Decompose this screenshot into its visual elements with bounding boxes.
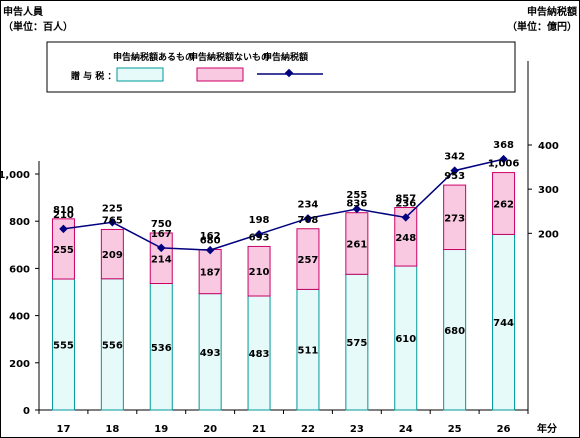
y-left-tick-label: 200 <box>9 359 30 370</box>
legend-swatch-without-tax <box>196 67 244 82</box>
label-with-tax: 610 <box>395 334 416 345</box>
label-total: 953 <box>444 171 465 182</box>
label-total: 750 <box>151 219 172 230</box>
x-tick-label: 22 <box>301 424 315 435</box>
tax-amount-marker <box>450 166 459 175</box>
label-tax-amount: 167 <box>151 229 172 240</box>
x-tick-label: 23 <box>350 424 364 435</box>
label-tax-amount: 198 <box>249 215 270 226</box>
x-tick-label: 17 <box>56 424 70 435</box>
x-tick-label: 19 <box>154 424 168 435</box>
label-with-tax: 680 <box>444 326 465 337</box>
x-tick-label: 18 <box>105 424 119 435</box>
label-total: 857 <box>395 194 416 205</box>
bar-without-tax <box>394 207 418 267</box>
bar-without-tax <box>443 184 467 251</box>
legend-swatch-tax-marker <box>284 68 294 78</box>
label-with-tax: 575 <box>346 338 367 349</box>
left-axis-title: 申告人員 <box>3 5 43 18</box>
bar-without-tax <box>492 172 516 235</box>
y-right-tick-label: 300 <box>538 185 559 196</box>
legend-row-label: 贈 与 税 ： <box>71 70 116 82</box>
y-right-tick-label: 200 <box>538 229 559 240</box>
label-with-tax: 556 <box>102 340 123 351</box>
y-left-tick-label: 800 <box>9 217 30 228</box>
label-total: 693 <box>249 232 270 243</box>
legend-label-tax-amount: 申告納税額 <box>263 51 308 63</box>
label-tax-amount: 342 <box>444 152 465 163</box>
tax-amount-marker <box>499 154 508 164</box>
label-tax-amount: 234 <box>298 199 319 210</box>
right-axis-title: 申告納税額 <box>527 5 577 18</box>
x-axis-unit: 年分 <box>537 422 557 435</box>
label-without-tax: 261 <box>346 240 367 251</box>
legend-label-with-tax: 申告納税額あるもの <box>113 51 194 63</box>
bar-without-tax <box>296 228 320 290</box>
x-tick-label: 20 <box>203 424 217 435</box>
label-tax-amount: 210 <box>53 210 74 221</box>
label-with-tax: 555 <box>53 341 74 352</box>
legend: 申告納税額あるもの 申告納税額ないもの 申告納税額 贈 与 税 ： <box>46 41 516 93</box>
label-tax-amount: 225 <box>102 203 123 214</box>
tax-amount-marker <box>352 204 362 214</box>
x-tick-label: 24 <box>399 424 413 435</box>
label-tax-amount: 162 <box>200 231 221 242</box>
label-total: 836 <box>346 199 367 210</box>
label-total: 810 <box>53 205 74 216</box>
label-with-tax: 536 <box>151 343 172 354</box>
bar-without-tax <box>247 245 271 297</box>
x-tick-label: 21 <box>252 424 266 435</box>
y-left-tick-label: 0 <box>23 406 30 417</box>
label-total: 680 <box>200 236 221 247</box>
bars <box>51 172 516 411</box>
tax-amount-marker <box>303 214 313 223</box>
legend-label-without-tax: 申告納税額ないもの <box>189 51 270 63</box>
label-with-tax: 483 <box>249 349 270 360</box>
label-without-tax: 273 <box>444 213 465 224</box>
axes: 0 200 400 600 800 1,000 200 300 400 17 18 19 20 21 22 2… <box>1 61 559 435</box>
y-left-tick-label: 400 <box>9 312 30 323</box>
x-tick-label: 25 <box>448 424 462 435</box>
label-without-tax: 187 <box>200 268 221 279</box>
tax-amount-marker <box>205 245 215 255</box>
label-without-tax: 209 <box>102 250 123 261</box>
tax-amount-marker <box>108 218 117 227</box>
label-without-tax: 210 <box>249 267 270 278</box>
tax-amount-marker <box>401 213 410 222</box>
label-with-tax: 493 <box>200 348 221 359</box>
label-without-tax: 214 <box>151 254 172 265</box>
label-with-tax: 744 <box>493 318 514 329</box>
x-tick-label: 26 <box>497 424 511 435</box>
label-without-tax: 257 <box>298 255 319 266</box>
tax-amount-line <box>63 158 504 251</box>
label-without-tax: 262 <box>493 200 514 211</box>
label-with-tax: 511 <box>298 346 319 357</box>
y-right-tick-label: 400 <box>538 141 559 152</box>
legend-swatch-with-tax <box>116 67 164 82</box>
label-total: 1,006 <box>488 159 520 170</box>
y-left-tick-label: 600 <box>9 264 30 275</box>
label-without-tax: 248 <box>395 233 416 244</box>
bar-without-tax <box>100 228 124 280</box>
label-tax-amount: 368 <box>493 140 514 151</box>
label-total: 765 <box>102 215 123 226</box>
tax-amount-marker <box>157 243 166 253</box>
label-without-tax: 255 <box>53 245 74 256</box>
legend-box <box>46 41 516 93</box>
label-tax-amount: 236 <box>395 198 416 209</box>
right-axis-unit: （単位：億円） <box>507 20 577 33</box>
left-axis-unit: （単位：百人） <box>3 20 73 33</box>
label-tax-amount: 255 <box>346 190 367 201</box>
tax-line-layer <box>59 154 508 255</box>
bar-without-tax <box>51 218 75 280</box>
data-labels: 555 255 810 556 209 765 536 214 750 493 187 680 483 2… <box>53 140 519 360</box>
label-total: 768 <box>298 215 319 226</box>
y-left-tick-label: 1,000 <box>1 170 30 181</box>
